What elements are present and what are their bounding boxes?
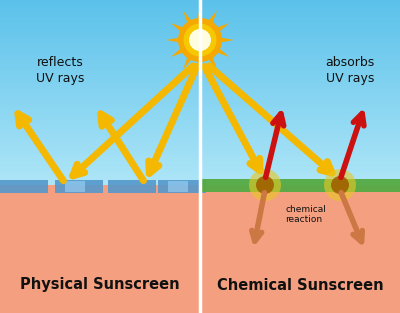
Polygon shape: [220, 38, 234, 43]
Circle shape: [184, 23, 216, 57]
Polygon shape: [166, 38, 180, 43]
Circle shape: [331, 176, 349, 194]
Polygon shape: [0, 185, 400, 313]
Polygon shape: [216, 23, 230, 33]
Bar: [168, 181, 188, 192]
Polygon shape: [183, 56, 192, 69]
Bar: [108, 179, 156, 192]
Bar: [0, 179, 48, 192]
Text: absorbs
UV rays: absorbs UV rays: [325, 56, 375, 85]
Bar: [200, 178, 400, 192]
Bar: [65, 181, 85, 192]
Text: Chemical Sunscreen: Chemical Sunscreen: [217, 278, 383, 293]
Text: Physical Sunscreen: Physical Sunscreen: [20, 278, 180, 293]
Circle shape: [189, 29, 211, 51]
Circle shape: [178, 18, 222, 62]
Polygon shape: [170, 48, 184, 57]
Text: chemical
reaction: chemical reaction: [285, 205, 326, 224]
Polygon shape: [198, 6, 202, 20]
Polygon shape: [216, 48, 230, 57]
Polygon shape: [198, 60, 202, 74]
Bar: [158, 179, 206, 192]
Circle shape: [256, 176, 274, 194]
Text: reflects
UV rays: reflects UV rays: [36, 56, 84, 85]
Circle shape: [249, 169, 281, 201]
Circle shape: [324, 169, 356, 201]
Polygon shape: [208, 11, 217, 24]
Polygon shape: [183, 11, 192, 24]
Polygon shape: [208, 56, 217, 69]
Polygon shape: [170, 23, 184, 33]
Bar: [55, 179, 103, 192]
